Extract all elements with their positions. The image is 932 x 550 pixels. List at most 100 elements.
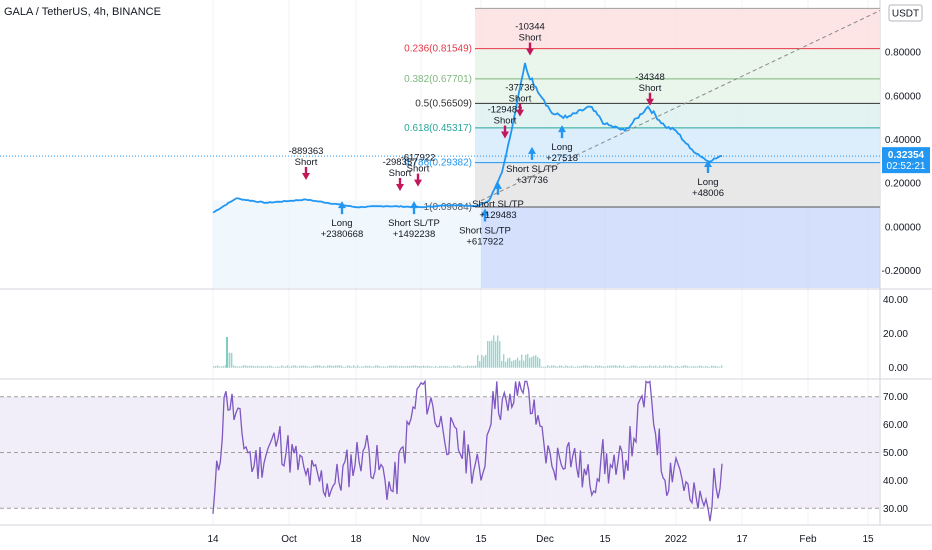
volume-bar bbox=[293, 365, 295, 368]
long-arrow-icon bbox=[410, 201, 418, 215]
volume-bar bbox=[543, 366, 545, 368]
volume-bar bbox=[273, 366, 275, 368]
volume-bar bbox=[247, 366, 249, 368]
trade-label-line: -34348 bbox=[635, 72, 665, 83]
volume-bar bbox=[569, 366, 571, 368]
volume-bar bbox=[483, 356, 485, 368]
volume-bar bbox=[333, 365, 335, 368]
volume-bar bbox=[461, 366, 463, 368]
volume-bar bbox=[281, 365, 283, 368]
volume-bar bbox=[449, 366, 451, 368]
volume-bar bbox=[567, 365, 569, 368]
volume-bar bbox=[513, 360, 515, 368]
time-tick-label: Nov bbox=[412, 534, 430, 545]
volume-bar bbox=[303, 365, 305, 368]
volume-bar bbox=[261, 365, 263, 368]
volume-bar bbox=[519, 360, 521, 368]
volume-bar bbox=[367, 365, 369, 368]
volume-bar bbox=[593, 366, 595, 368]
volume-bar bbox=[409, 366, 411, 368]
volume-bar bbox=[639, 366, 641, 368]
volume-bar bbox=[699, 365, 701, 368]
volume-bar bbox=[411, 365, 413, 368]
trade-label-line: -37736 bbox=[505, 83, 535, 94]
fib-band bbox=[475, 78, 880, 104]
volume-bar bbox=[515, 359, 517, 368]
symbol-header: GALA / TetherUS, 4h, BINANCE bbox=[4, 6, 161, 18]
volume-bar bbox=[405, 366, 407, 368]
price-tick-label: 0.60000 bbox=[885, 91, 922, 102]
volume-bar bbox=[297, 366, 299, 368]
short-arrow-icon bbox=[516, 103, 524, 117]
volume-bar bbox=[549, 366, 551, 368]
volume-bar bbox=[357, 365, 359, 368]
current-price-label: 0.32354 bbox=[888, 150, 925, 161]
volume-bar bbox=[271, 366, 273, 368]
volume-bar bbox=[561, 365, 563, 368]
volume-bar bbox=[279, 366, 281, 368]
volume-bar bbox=[475, 365, 477, 368]
volume-bar bbox=[335, 365, 337, 368]
trade-label-line: Short bbox=[509, 94, 532, 105]
volume-bar bbox=[541, 366, 543, 368]
volume-bar bbox=[381, 366, 383, 368]
volume-bar bbox=[531, 357, 533, 368]
long-arrow-icon bbox=[704, 160, 712, 174]
volume-bar bbox=[577, 366, 579, 368]
bar-countdown-label: 02:52:21 bbox=[887, 161, 926, 172]
volume-bar bbox=[595, 365, 597, 368]
price-tick-label: 0.20000 bbox=[885, 179, 922, 190]
long-arrow-icon bbox=[338, 201, 346, 215]
volume-bar bbox=[349, 365, 351, 368]
volume-bar bbox=[709, 366, 711, 368]
volume-bar bbox=[373, 366, 375, 368]
volume-bar bbox=[547, 365, 549, 368]
volume-bar bbox=[443, 366, 445, 368]
volume-bar bbox=[507, 358, 509, 368]
volume-bar bbox=[689, 366, 691, 368]
volume-bar bbox=[231, 353, 233, 368]
volume-bar bbox=[589, 366, 591, 368]
rsi-tick-label: 30.00 bbox=[883, 504, 908, 515]
volume-bar bbox=[311, 366, 313, 368]
volume-tick-label: 20.00 bbox=[883, 329, 908, 340]
volume-bar bbox=[517, 357, 519, 368]
volume-bar bbox=[365, 365, 367, 368]
volume-bar bbox=[403, 366, 405, 368]
volume-bar bbox=[573, 366, 575, 368]
volume-bar bbox=[451, 366, 453, 368]
volume-bar bbox=[305, 365, 307, 368]
rsi-layer bbox=[0, 379, 880, 522]
rsi-band bbox=[0, 396, 880, 509]
volume-bar bbox=[635, 365, 637, 368]
volume-bar bbox=[265, 366, 267, 368]
volume-bar bbox=[661, 366, 663, 368]
volume-bar bbox=[427, 365, 429, 368]
volume-bar bbox=[673, 366, 675, 368]
volume-bar bbox=[669, 365, 671, 368]
volume-bar bbox=[625, 366, 627, 368]
volume-bar bbox=[677, 365, 679, 368]
volume-bar bbox=[429, 366, 431, 368]
fib-level-label: 0.5(0.56509) bbox=[415, 98, 472, 109]
trade-label-line: Short SL/TP bbox=[388, 218, 440, 229]
volume-bar bbox=[627, 366, 629, 368]
volume-bar bbox=[433, 366, 435, 368]
volume-bar bbox=[647, 366, 649, 368]
volume-bar bbox=[275, 366, 277, 368]
volume-bar bbox=[563, 366, 565, 368]
volume-bar bbox=[479, 361, 481, 368]
time-tick-label: 2022 bbox=[665, 534, 688, 545]
volume-bar bbox=[289, 366, 291, 368]
volume-bar bbox=[685, 365, 687, 368]
volume-bar bbox=[711, 365, 713, 368]
volume-bar bbox=[717, 366, 719, 368]
volume-bar bbox=[551, 365, 553, 368]
rsi-tick-label: 50.00 bbox=[883, 448, 908, 459]
fib-level-label: 0.786(0.29382) bbox=[404, 158, 472, 169]
volume-bar bbox=[235, 366, 237, 368]
volume-bar bbox=[445, 365, 447, 368]
